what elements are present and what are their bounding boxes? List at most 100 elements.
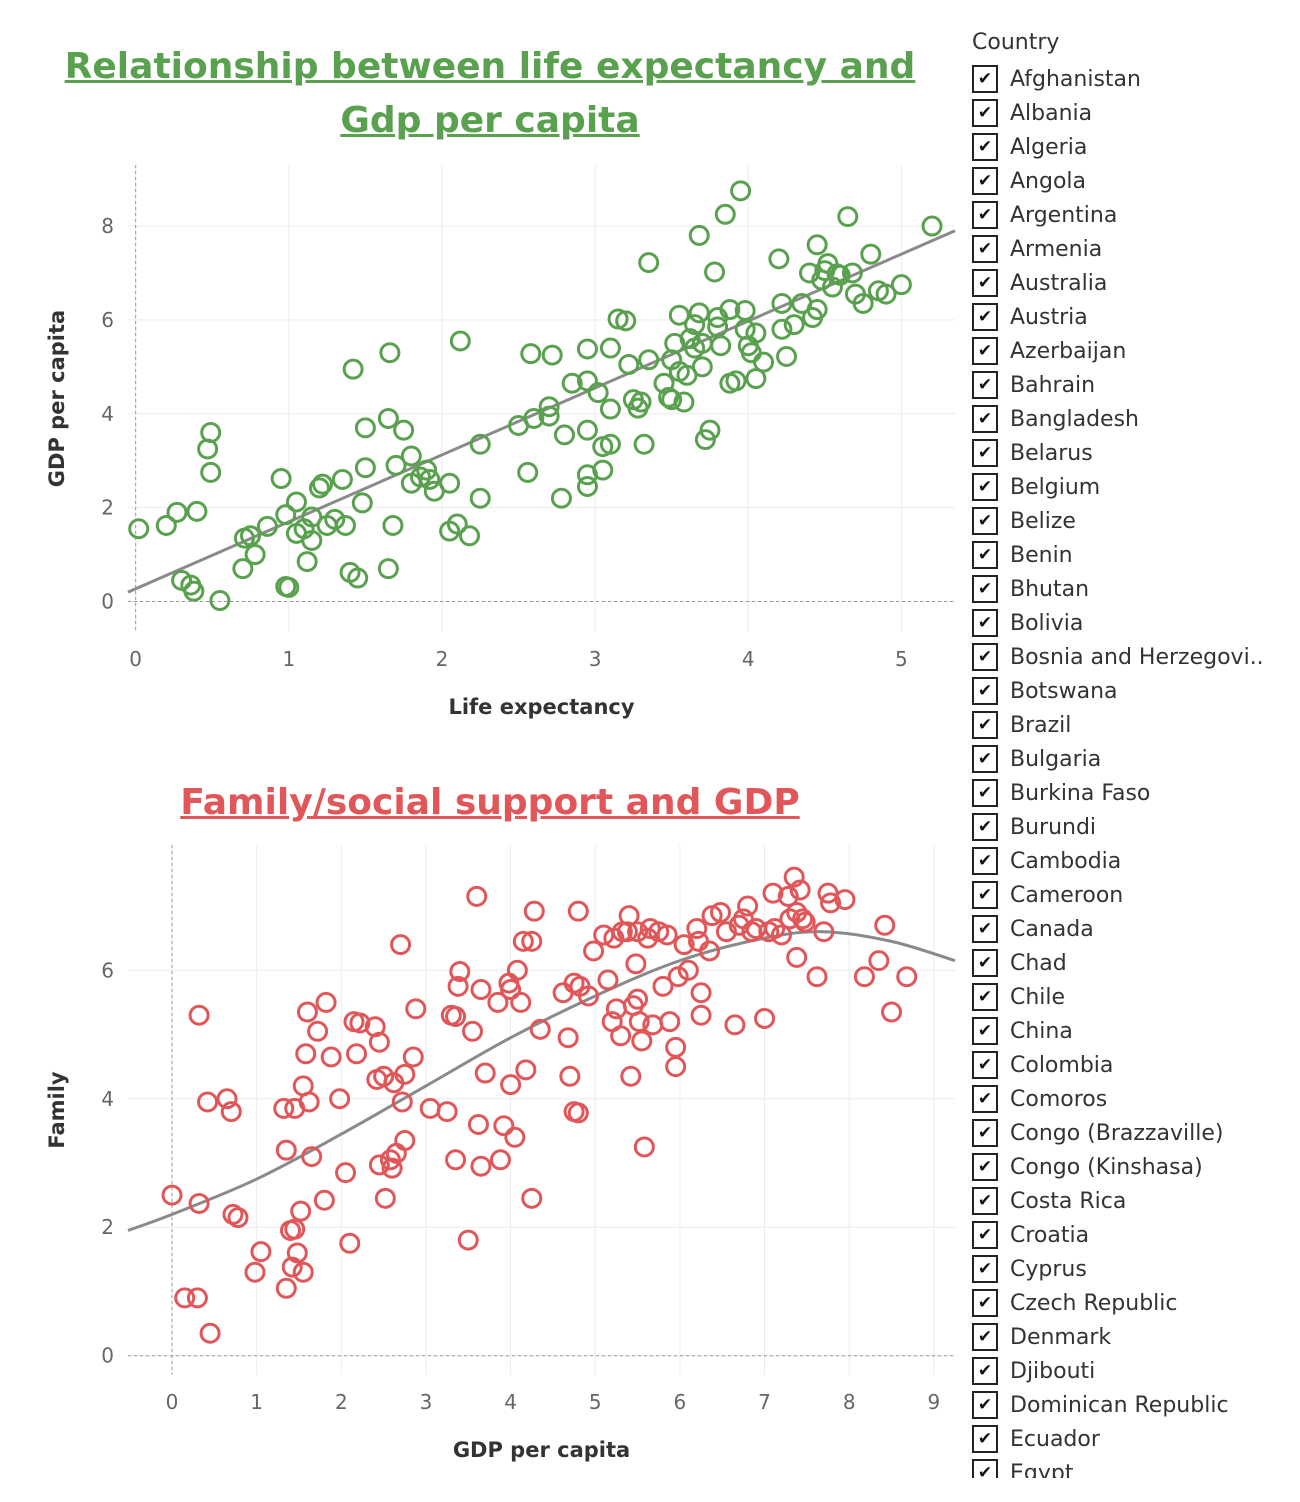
filter-item[interactable]: ✔ Argentina <box>972 198 1292 232</box>
filter-item[interactable]: ✔ Congo (Brazzaville) <box>972 1116 1292 1150</box>
checkbox[interactable]: ✔ <box>972 507 998 535</box>
filter-item[interactable]: ✔ Denmark <box>972 1320 1292 1354</box>
filter-item[interactable]: ✔ Botswana <box>972 674 1292 708</box>
check-icon: ✔ <box>977 205 993 225</box>
filter-item[interactable]: ✔ Bosnia and Herzegovi.. <box>972 640 1292 674</box>
filter-item[interactable]: ✔ Comoros <box>972 1082 1292 1116</box>
x-tick-label: 5 <box>589 1390 602 1414</box>
checkbox[interactable]: ✔ <box>972 405 998 433</box>
filter-item[interactable]: ✔ China <box>972 1014 1292 1048</box>
checkbox[interactable]: ✔ <box>972 133 998 161</box>
checkbox[interactable]: ✔ <box>972 1323 998 1351</box>
check-icon: ✔ <box>977 1293 993 1313</box>
checkbox[interactable]: ✔ <box>972 167 998 195</box>
filter-item[interactable]: ✔ Dominican Republic <box>972 1388 1292 1422</box>
data-point <box>379 1149 401 1171</box>
checkbox[interactable]: ✔ <box>972 201 998 229</box>
filter-item[interactable]: ✔ Albania <box>972 96 1292 130</box>
checkbox[interactable]: ✔ <box>972 643 998 671</box>
checkbox[interactable]: ✔ <box>972 745 998 773</box>
x-tick-label: 4 <box>742 647 755 671</box>
checkbox[interactable]: ✔ <box>972 677 998 705</box>
checkbox[interactable]: ✔ <box>972 881 998 909</box>
checkbox[interactable]: ✔ <box>972 235 998 263</box>
checkbox[interactable]: ✔ <box>972 1221 998 1249</box>
checkbox[interactable]: ✔ <box>972 99 998 127</box>
filter-item[interactable]: ✔ Angola <box>972 164 1292 198</box>
checkbox[interactable]: ✔ <box>972 949 998 977</box>
filter-item[interactable]: ✔ Congo (Kinshasa) <box>972 1150 1292 1184</box>
filter-item[interactable]: ✔ Burkina Faso <box>972 776 1292 810</box>
filter-item[interactable]: ✔ Afghanistan <box>972 62 1292 96</box>
filter-item[interactable]: ✔ Cameroon <box>972 878 1292 912</box>
data-point <box>771 318 793 340</box>
checkbox[interactable]: ✔ <box>972 1051 998 1079</box>
checkbox[interactable]: ✔ <box>972 847 998 875</box>
filter-item[interactable]: ✔ Bahrain <box>972 368 1292 402</box>
filter-item[interactable]: ✔ Croatia <box>972 1218 1292 1252</box>
filter-item[interactable]: ✔ Burundi <box>972 810 1292 844</box>
data-point <box>764 918 786 940</box>
checkbox[interactable]: ✔ <box>972 813 998 841</box>
filter-item[interactable]: ✔ Bulgaria <box>972 742 1292 776</box>
filter-item[interactable]: ✔ Belgium <box>972 470 1292 504</box>
filter-item[interactable]: ✔ Benin <box>972 538 1292 572</box>
filter-item[interactable]: ✔ Czech Republic <box>972 1286 1292 1320</box>
data-point <box>630 391 652 413</box>
checkbox[interactable]: ✔ <box>972 303 998 331</box>
checkbox[interactable]: ✔ <box>972 1085 998 1113</box>
filter-item[interactable]: ✔ Ecuador <box>972 1422 1292 1456</box>
data-point <box>599 398 621 420</box>
filter-item[interactable]: ✔ Australia <box>972 266 1292 300</box>
checkbox[interactable]: ✔ <box>972 609 998 637</box>
filter-item[interactable]: ✔ Cyprus <box>972 1252 1292 1286</box>
data-point <box>710 901 732 923</box>
checkbox[interactable]: ✔ <box>972 473 998 501</box>
checkbox[interactable]: ✔ <box>972 983 998 1011</box>
data-point <box>275 1277 297 1299</box>
filter-item[interactable]: ✔ Colombia <box>972 1048 1292 1082</box>
checkbox[interactable]: ✔ <box>972 1357 998 1385</box>
data-point <box>506 959 528 981</box>
checkbox[interactable]: ✔ <box>972 711 998 739</box>
filter-item[interactable]: ✔ Azerbaijan <box>972 334 1292 368</box>
checkbox[interactable]: ✔ <box>972 337 998 365</box>
filter-item[interactable]: ✔ Chile <box>972 980 1292 1014</box>
filter-item[interactable]: ✔ Belarus <box>972 436 1292 470</box>
filter-item[interactable]: ✔ Bangladesh <box>972 402 1292 436</box>
filter-item[interactable]: ✔ Canada <box>972 912 1292 946</box>
checkbox[interactable]: ✔ <box>972 1017 998 1045</box>
filter-item[interactable]: ✔ Belize <box>972 504 1292 538</box>
checkbox[interactable]: ✔ <box>972 1187 998 1215</box>
checkbox[interactable]: ✔ <box>972 541 998 569</box>
checkbox[interactable]: ✔ <box>972 65 998 93</box>
checkbox[interactable]: ✔ <box>972 371 998 399</box>
checkbox[interactable]: ✔ <box>972 1459 998 1478</box>
filter-item[interactable]: ✔ Bhutan <box>972 572 1292 606</box>
checkbox[interactable]: ✔ <box>972 439 998 467</box>
checkbox[interactable]: ✔ <box>972 1255 998 1283</box>
checkbox[interactable]: ✔ <box>972 1153 998 1181</box>
filter-item[interactable]: ✔ Austria <box>972 300 1292 334</box>
filter-item[interactable]: ✔ Brazil <box>972 708 1292 742</box>
checkbox[interactable]: ✔ <box>972 779 998 807</box>
filter-item[interactable]: ✔ Cambodia <box>972 844 1292 878</box>
checkbox[interactable]: ✔ <box>972 1289 998 1317</box>
filter-item[interactable]: ✔ Egypt <box>972 1456 1292 1478</box>
filter-item[interactable]: ✔ Armenia <box>972 232 1292 266</box>
data-point <box>285 491 307 513</box>
data-point <box>227 1207 249 1229</box>
filter-item[interactable]: ✔ Algeria <box>972 130 1292 164</box>
checkbox[interactable]: ✔ <box>972 1425 998 1453</box>
checkbox[interactable]: ✔ <box>972 575 998 603</box>
filter-item[interactable]: ✔ Djibouti <box>972 1354 1292 1388</box>
filter-item[interactable]: ✔ Costa Rica <box>972 1184 1292 1218</box>
filter-item[interactable]: ✔ Bolivia <box>972 606 1292 640</box>
checkbox[interactable]: ✔ <box>972 915 998 943</box>
checkbox[interactable]: ✔ <box>972 1391 998 1419</box>
checkbox[interactable]: ✔ <box>972 1119 998 1147</box>
data-point <box>853 966 875 988</box>
checkbox[interactable]: ✔ <box>972 269 998 297</box>
check-icon: ✔ <box>977 579 993 599</box>
filter-item[interactable]: ✔ Chad <box>972 946 1292 980</box>
